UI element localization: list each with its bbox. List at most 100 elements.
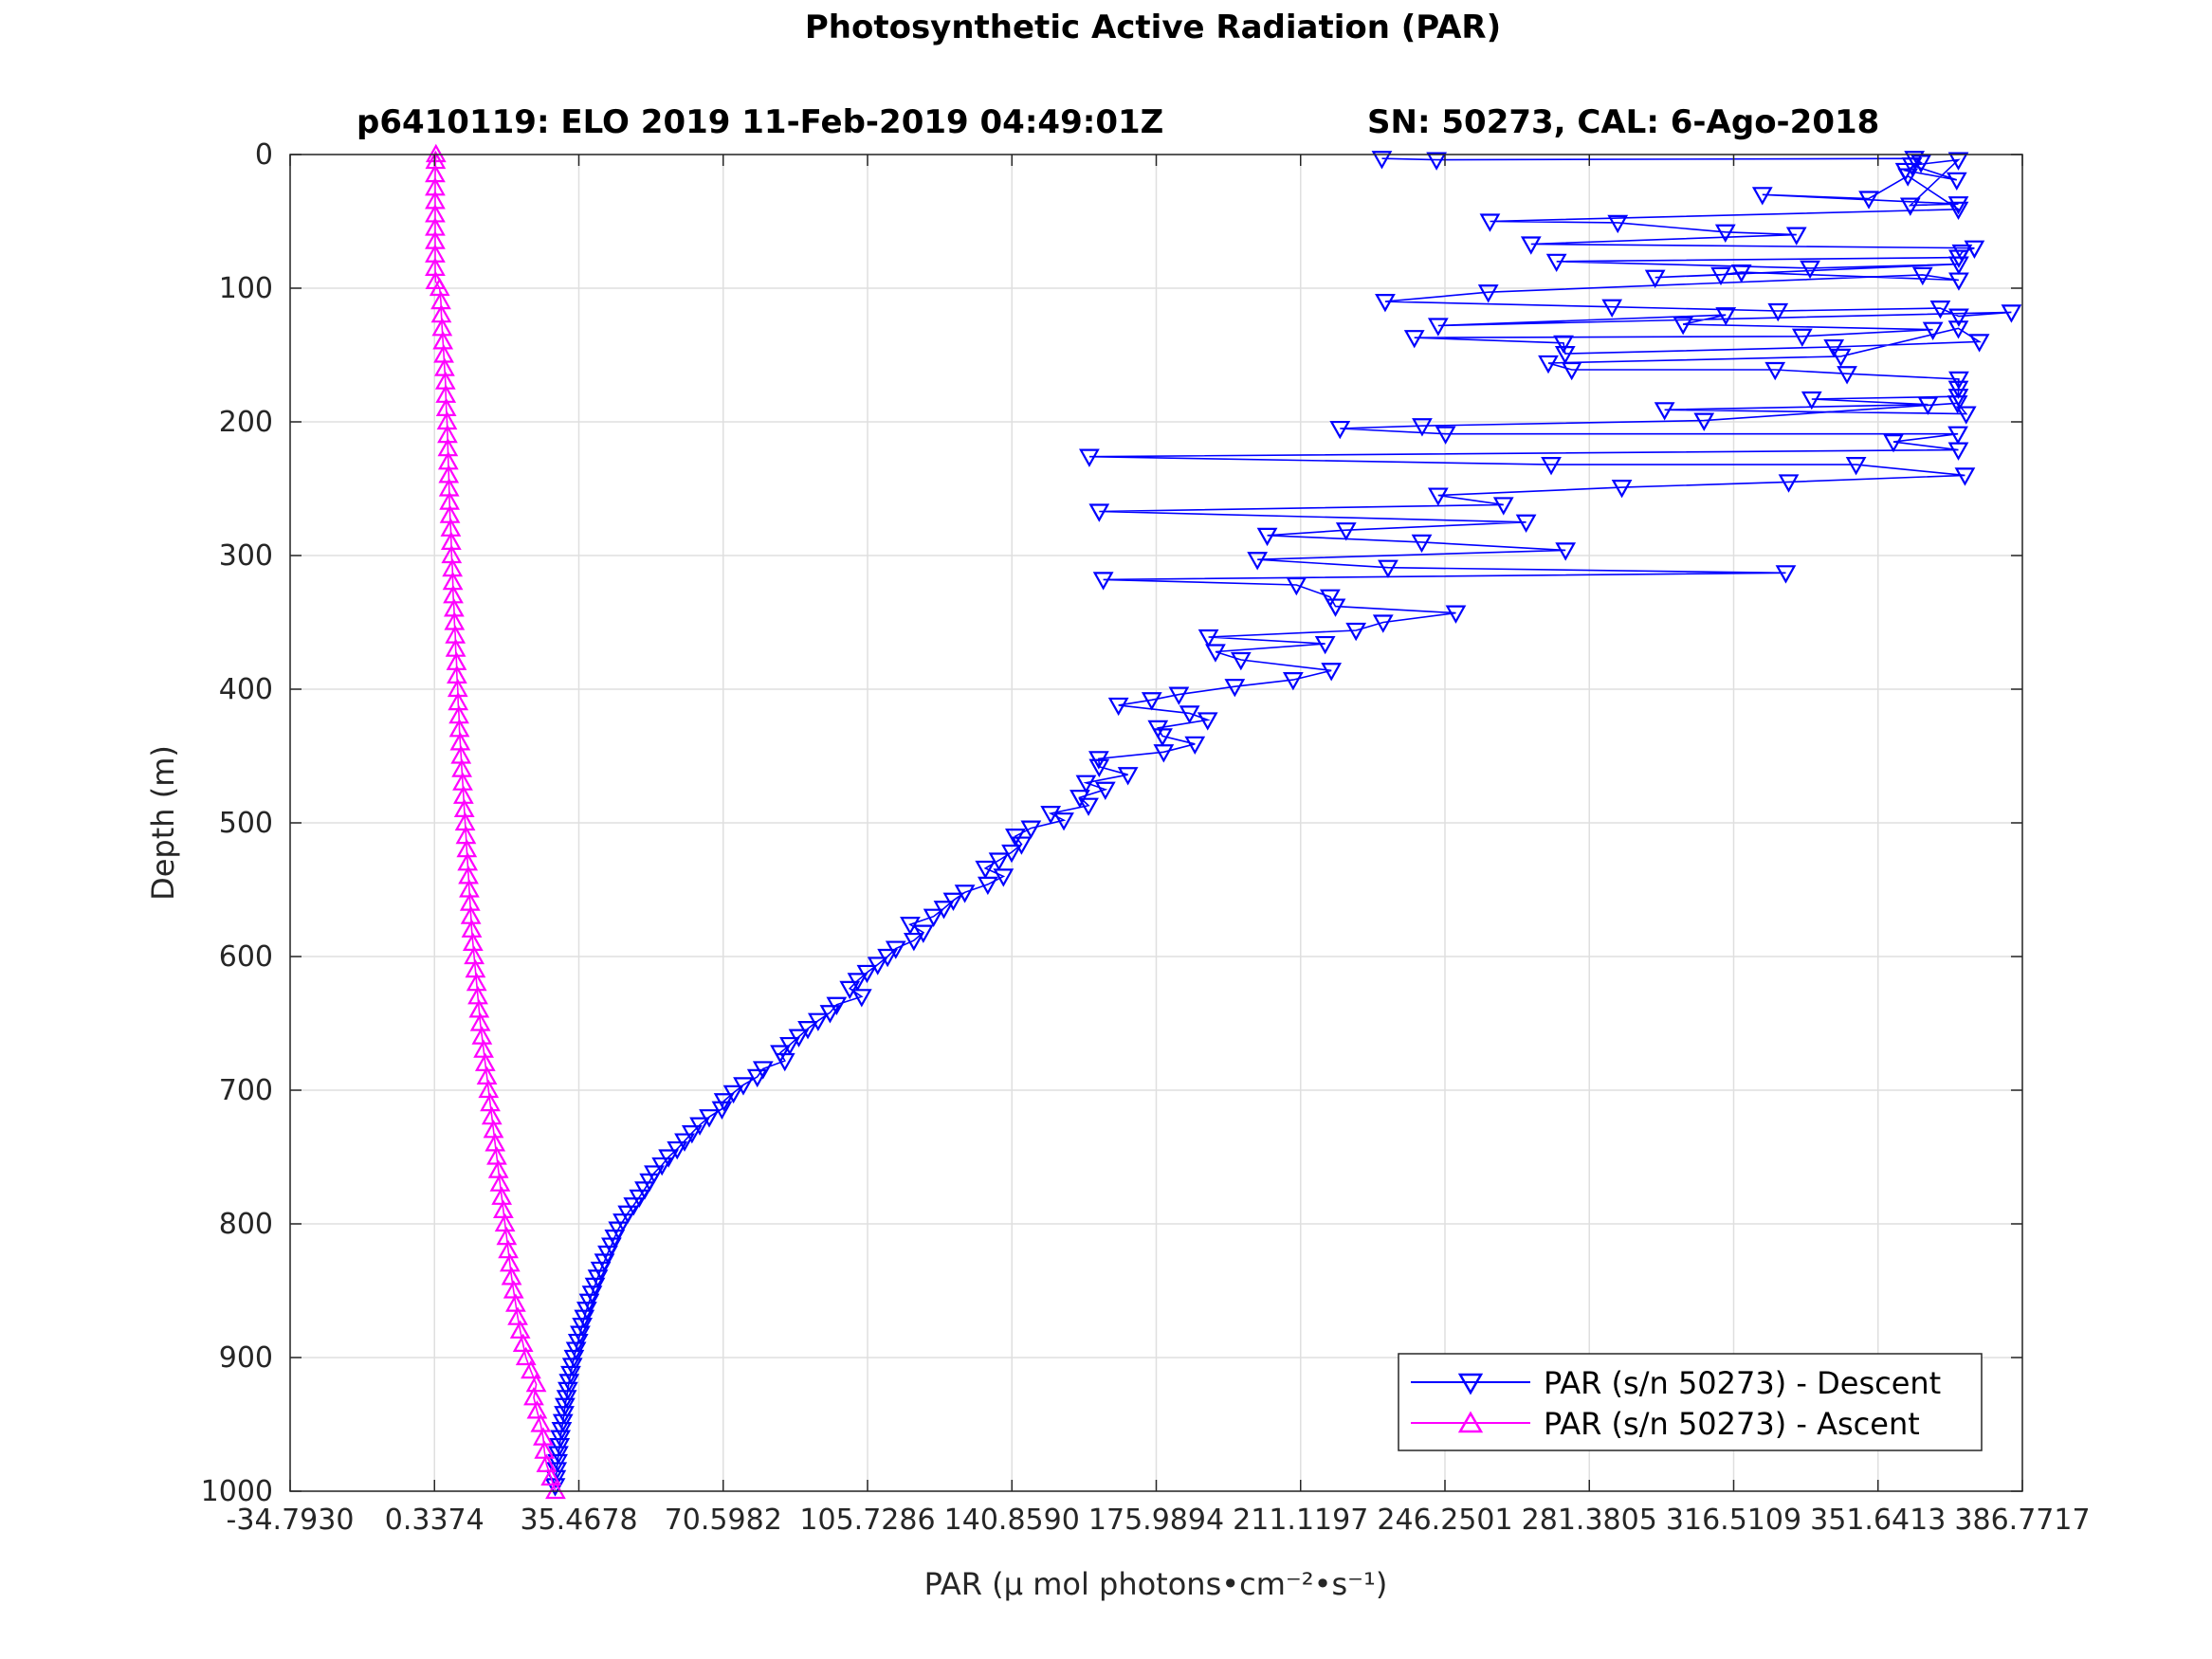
ascent-data-point [454, 811, 476, 831]
ascent-data-point [457, 852, 479, 871]
ascent-data-point [444, 598, 465, 617]
descent-data-point [1372, 614, 1394, 633]
descent-data-point [1078, 797, 1099, 816]
ascent-data-point [505, 1293, 526, 1312]
x-tick-label: 175.9894 [1088, 1504, 1224, 1537]
ascent-data-point [425, 270, 447, 290]
ascent-data-point [437, 451, 459, 470]
ascent-data-point [523, 1387, 544, 1406]
ascent-data-point [443, 585, 464, 604]
ascent-data-point [486, 1146, 507, 1165]
descent-data-point [1205, 644, 1226, 663]
descent-data-point [1764, 361, 1786, 381]
ascent-data-point [476, 1066, 498, 1085]
descent-data-point [1224, 679, 1246, 698]
ascent-data-point [430, 303, 452, 323]
descent-data-point [1947, 442, 1969, 461]
descent-data-point [1197, 629, 1219, 648]
descent-data-point [1767, 302, 1789, 322]
ascent-data-point [442, 557, 464, 577]
descent-data-point [1922, 321, 1944, 340]
ascent-data-point [447, 665, 467, 684]
descent-data-point [1715, 307, 1737, 326]
ascent-data-point [437, 424, 458, 444]
ascent-data-point [459, 892, 481, 911]
ascent-data-point [425, 257, 446, 276]
ascent-data-point [425, 217, 446, 236]
ascent-data-point [437, 437, 459, 457]
descent-data-point [1079, 448, 1100, 467]
series-line-descent [554, 157, 2012, 1486]
descent-data-point [1775, 565, 1797, 584]
series-layer [425, 143, 2022, 1500]
descent-data-point [1911, 266, 1933, 286]
x-tick-label: 246.2501 [1377, 1504, 1512, 1537]
descent-data-point [1858, 191, 1879, 210]
descent-data-point [1321, 663, 1343, 682]
ascent-data-point [438, 465, 460, 483]
descent-data-point [1329, 420, 1351, 440]
ascent-data-point [444, 611, 466, 630]
descent-data-point [1901, 157, 1923, 176]
ascent-data-point [467, 986, 488, 1005]
ascent-data-point [433, 344, 454, 363]
ascent-data-point [425, 177, 446, 196]
x-tick-label: 386.7717 [1954, 1504, 2090, 1537]
descent-data-point [1554, 345, 1576, 365]
ascent-data-point [460, 905, 482, 924]
descent-data-point [1375, 294, 1396, 313]
ascent-data-point [448, 704, 469, 724]
ascent-data-point [453, 798, 475, 817]
ascent-data-point [471, 1026, 493, 1045]
descent-data-point [1345, 622, 1367, 642]
descent-data-point [1710, 266, 1731, 286]
descent-data-point [1693, 412, 1715, 431]
ascent-data-point [545, 1480, 566, 1500]
ascent-data-point [425, 204, 446, 223]
legend: PAR (s/n 50273) - Descent PAR (s/n 50273… [1398, 1353, 1983, 1451]
descent-data-point [1947, 196, 1969, 215]
ascent-data-point [446, 651, 467, 670]
ascent-data-point [440, 518, 462, 537]
descent-data-point [1611, 479, 1633, 499]
descent-data-point [1335, 522, 1357, 541]
x-tick-label: 281.3805 [1522, 1504, 1657, 1537]
ascent-data-point [521, 1359, 541, 1379]
descent-data-point [1141, 692, 1162, 711]
ascent-data-point [498, 1239, 519, 1259]
ascent-data-point [530, 1413, 552, 1432]
descent-data-point [1520, 236, 1542, 255]
descent-data-point [1075, 775, 1097, 793]
descent-data-point [1411, 534, 1433, 554]
descent-data-point [1947, 152, 1969, 171]
descent-data-point [1403, 330, 1425, 349]
plot-area: -34.7930 0.3374 35.4678 70.5982 105.7286 140.… [201, 138, 2091, 1537]
ascent-data-point [480, 1092, 501, 1112]
descent-data-point [993, 868, 1015, 887]
ascent-data-point [452, 772, 473, 791]
ascent-data-point [491, 1186, 513, 1205]
y-tick-label: 100 [219, 272, 273, 305]
descent-data-point [1412, 418, 1433, 437]
descent-data-point [1644, 269, 1666, 288]
descent-data-point [1899, 197, 1921, 216]
descent-data-point [1947, 426, 1968, 445]
descent-data-point [1947, 320, 1969, 339]
ascent-data-point [507, 1306, 528, 1325]
ascent-data-point [525, 1373, 547, 1393]
ascent-data-point [450, 745, 472, 764]
descent-data-point [1477, 284, 1499, 303]
descent-data-point [1561, 361, 1582, 381]
ascent-data-point [435, 397, 457, 416]
ascent-data-point [425, 230, 446, 249]
ascent-data-point [456, 838, 478, 858]
descent-data-point [1545, 253, 1567, 273]
descent-data-point [1730, 264, 1752, 283]
ascent-data-point [425, 163, 446, 183]
descent-data-point [1197, 712, 1218, 731]
descent-data-point [1673, 316, 1694, 336]
descent-data-point [1751, 187, 1773, 206]
descent-data-point [1427, 318, 1449, 337]
descent-data-point [1153, 744, 1175, 763]
